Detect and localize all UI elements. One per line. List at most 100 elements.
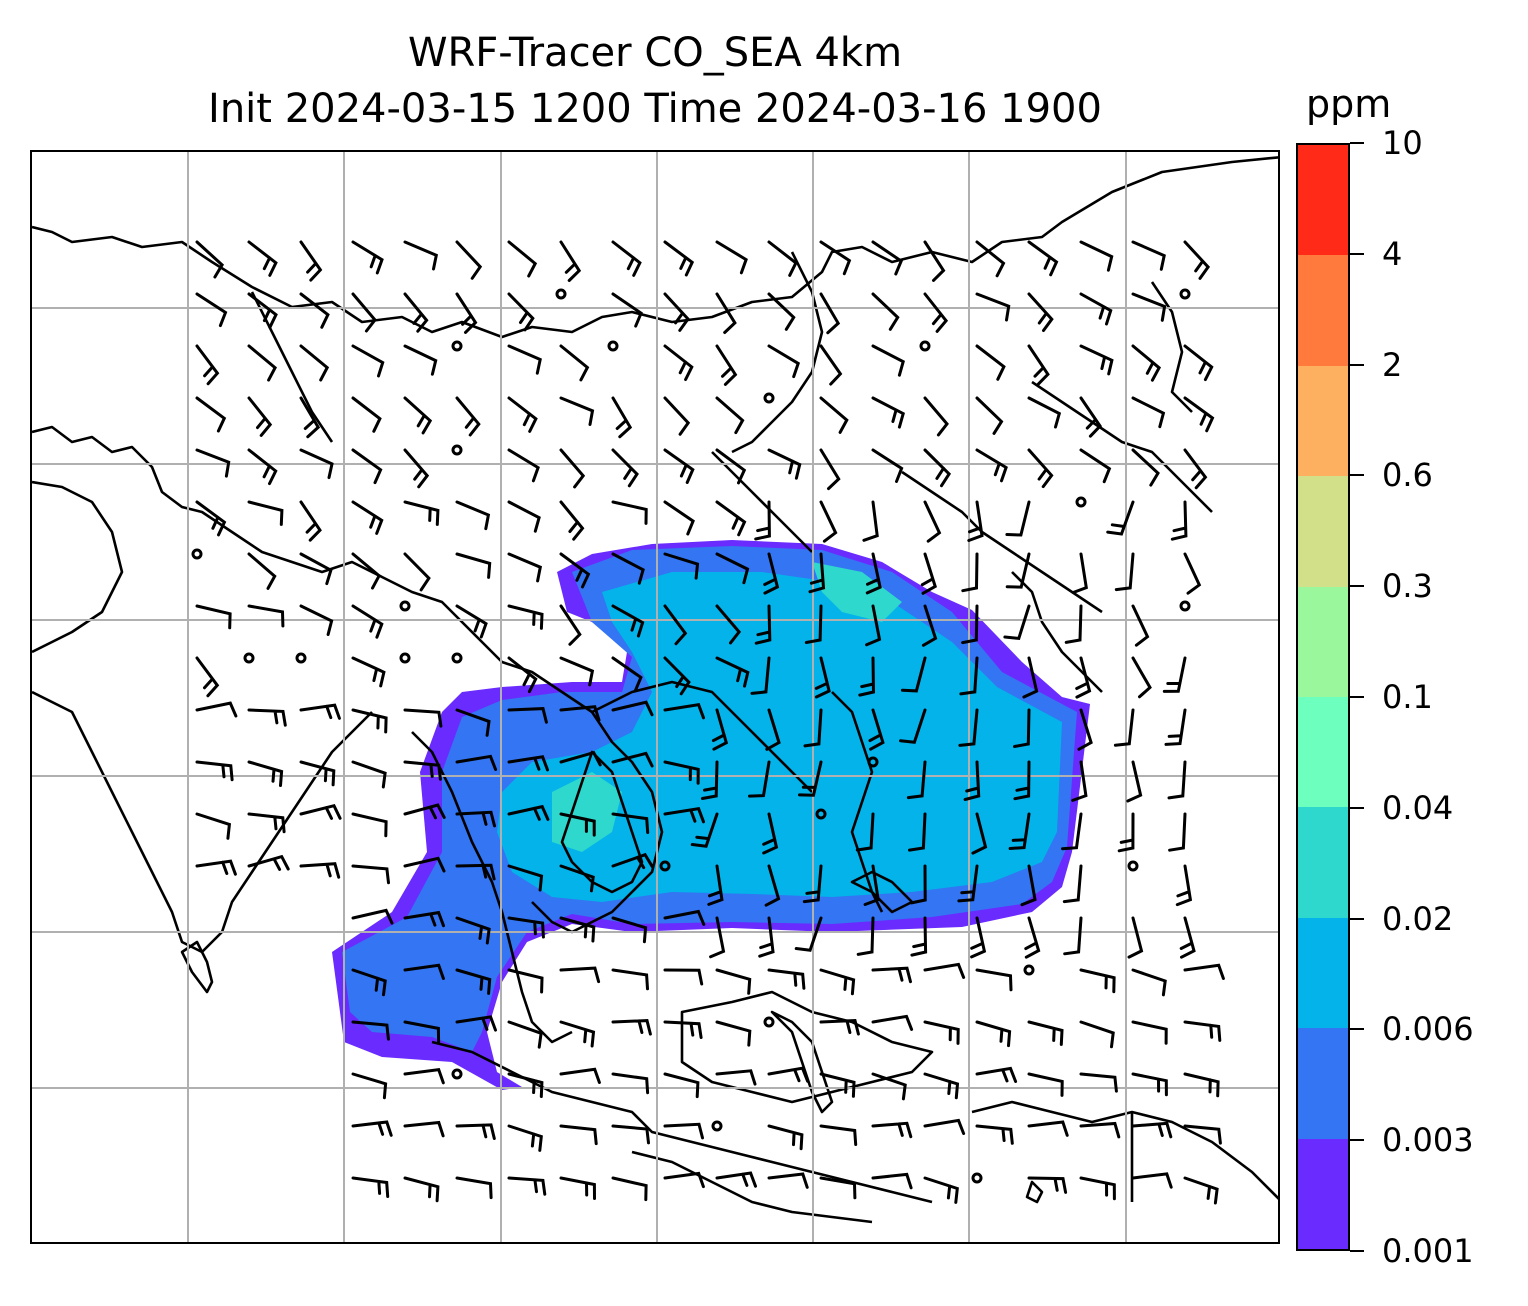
wind-barb bbox=[507, 864, 544, 892]
wind-barb-calm bbox=[451, 444, 463, 456]
wind-barb bbox=[195, 859, 237, 876]
wind-barb-calm bbox=[295, 652, 307, 664]
colorbar-segment-4 bbox=[1298, 696, 1348, 808]
wind-barb bbox=[1183, 1072, 1220, 1098]
wind-barb bbox=[455, 292, 478, 334]
wind-barb bbox=[1164, 708, 1187, 746]
wind-barb-calm bbox=[867, 756, 879, 768]
wind-barb bbox=[663, 1072, 700, 1099]
wind-barb bbox=[455, 968, 492, 995]
wind-barb-calm bbox=[971, 1172, 983, 1184]
wind-barb bbox=[819, 968, 856, 996]
wind-barb bbox=[819, 500, 838, 543]
wind-barb bbox=[611, 448, 639, 488]
wind-barb bbox=[611, 700, 654, 717]
wind-barb bbox=[1131, 344, 1162, 382]
tracer-plume bbox=[332, 540, 1090, 1090]
wind-barb-calm bbox=[919, 340, 931, 352]
wind-barb bbox=[1024, 916, 1041, 959]
wind-barb bbox=[195, 448, 231, 478]
wind-barb bbox=[507, 344, 542, 375]
wind-barb bbox=[754, 604, 772, 645]
wind-barb-calm bbox=[1075, 496, 1087, 508]
wind-barb bbox=[715, 344, 738, 386]
wind-barb bbox=[559, 966, 601, 984]
colorbar-tick bbox=[1350, 806, 1364, 809]
wind-barb bbox=[1027, 1020, 1064, 1046]
wind-barb bbox=[351, 864, 390, 885]
colorbar-unit: ppm bbox=[1306, 82, 1392, 126]
wind-barb bbox=[403, 552, 431, 592]
colorbar-tick bbox=[1350, 917, 1364, 920]
wind-barb bbox=[403, 500, 440, 526]
wind-barb bbox=[975, 1124, 1014, 1145]
wind-barb bbox=[403, 760, 442, 781]
wind-barb bbox=[663, 909, 706, 926]
wind-barb bbox=[195, 344, 220, 386]
wind-barb bbox=[763, 552, 780, 595]
wind-barb bbox=[715, 396, 745, 435]
wind-barb bbox=[715, 604, 742, 645]
wind-barb bbox=[819, 448, 841, 491]
wind-barb bbox=[1027, 1120, 1069, 1137]
wind-barb bbox=[923, 240, 946, 282]
colorbar-tick-label: 0.6 bbox=[1382, 456, 1433, 495]
wind-barb bbox=[923, 1020, 960, 1045]
wind-barb bbox=[1131, 656, 1152, 699]
gridlines bbox=[32, 152, 1278, 1242]
wind-barb bbox=[195, 292, 228, 328]
colorbar-tick-label: 0.006 bbox=[1382, 1010, 1474, 1049]
wind-barb bbox=[1003, 604, 1031, 641]
wind-barb bbox=[611, 292, 643, 328]
wind-barb bbox=[1005, 552, 1031, 589]
wind-barb bbox=[507, 396, 538, 433]
wind-barb bbox=[247, 500, 284, 526]
wind-barb bbox=[507, 448, 540, 483]
wind-barb bbox=[559, 656, 595, 687]
wind-barb bbox=[299, 292, 330, 329]
wind-barb bbox=[611, 1124, 650, 1145]
colorbar-tick-label: 0.3 bbox=[1382, 567, 1433, 606]
wind-barb bbox=[455, 916, 491, 945]
wind-barb bbox=[1167, 760, 1187, 800]
wind-barb bbox=[975, 1066, 1018, 1083]
wind-barb bbox=[507, 1176, 547, 1196]
map-title-line-1: WRF-Tracer CO_SEA 4km bbox=[407, 30, 903, 76]
colorbar-tick-label: 10 bbox=[1382, 124, 1423, 162]
wind-barb bbox=[351, 240, 384, 275]
wind-barb bbox=[1183, 240, 1211, 280]
wind-barb-calm bbox=[659, 860, 671, 872]
wind-barb bbox=[351, 1120, 393, 1137]
wind-barb bbox=[1131, 1020, 1168, 1045]
wind-barb bbox=[1027, 396, 1062, 429]
wind-barb bbox=[819, 396, 849, 434]
wind-barb bbox=[247, 760, 284, 787]
wind-barb bbox=[923, 1176, 959, 1204]
colorbar-tick-label: 0.1 bbox=[1382, 678, 1433, 716]
wind-barb bbox=[351, 448, 383, 485]
wind-barb bbox=[351, 812, 388, 838]
wind-barb bbox=[754, 500, 771, 541]
wind-barb bbox=[351, 396, 382, 433]
colorbar-tick bbox=[1350, 474, 1364, 477]
wind-barb bbox=[663, 1122, 704, 1140]
wind-barb bbox=[403, 448, 430, 489]
wind-barb bbox=[767, 1124, 804, 1151]
colorbar-tick bbox=[1350, 1250, 1364, 1252]
wind-barb bbox=[299, 344, 330, 382]
wind-barb bbox=[1131, 448, 1160, 487]
wind-barb bbox=[455, 240, 483, 280]
wind-barb bbox=[663, 500, 695, 536]
wind-barb bbox=[507, 500, 541, 533]
wind-barb bbox=[1079, 292, 1113, 326]
wind-barb bbox=[403, 708, 443, 728]
wind-barb bbox=[195, 812, 232, 840]
wind-barb bbox=[247, 292, 278, 329]
colorbar-segment-6 bbox=[1298, 476, 1348, 587]
wind-barb bbox=[862, 500, 879, 542]
wind-barb bbox=[715, 968, 752, 995]
wind-barb bbox=[663, 1171, 705, 1189]
colorbar-tick bbox=[1350, 363, 1364, 366]
wind-barb bbox=[765, 708, 781, 751]
wind-barb bbox=[507, 707, 548, 724]
